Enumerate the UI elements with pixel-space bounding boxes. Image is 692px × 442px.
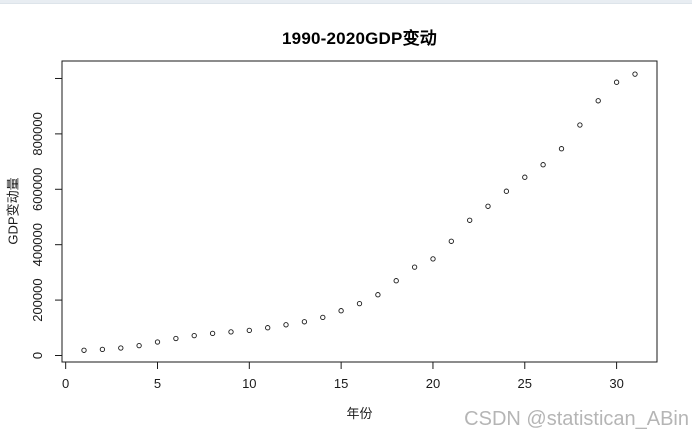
y-axis-label: GDP变动量 (5, 177, 21, 245)
data-point (485, 203, 491, 209)
data-point (265, 325, 271, 331)
data-point (577, 122, 583, 128)
data-point (118, 345, 124, 351)
data-point (595, 98, 601, 104)
x-axis-tick-label: 0 (62, 376, 69, 391)
window-top-strip (0, 0, 692, 4)
data-point (503, 188, 510, 194)
data-point (246, 327, 252, 334)
y-axis-tick-label: 200000 (30, 278, 45, 321)
data-point (173, 335, 179, 342)
y-axis-tick-label: 800000 (30, 112, 45, 155)
data-point (522, 174, 528, 180)
data-point (430, 256, 436, 262)
y-axis-tick-label: 600000 (30, 168, 45, 211)
chart-title: 1990-2020GDP变动 (282, 29, 437, 48)
data-point (320, 314, 326, 321)
data-point (99, 346, 106, 353)
x-axis-tick-label: 25 (518, 376, 532, 391)
x-axis-tick-label: 30 (609, 376, 623, 391)
x-axis-tick-label: 15 (334, 376, 348, 391)
x-axis-tick-label: 5 (154, 376, 161, 391)
data-point (393, 278, 399, 284)
data-point (411, 264, 418, 270)
y-axis-tick-label: 400000 (30, 223, 45, 266)
data-point (540, 162, 546, 168)
csdn-watermark: CSDN @statistican_ABin (464, 408, 689, 430)
y-axis-tick-label: 0 (30, 352, 45, 359)
x-axis-tick-label: 20 (426, 376, 440, 391)
data-point (375, 292, 381, 298)
data-point (154, 339, 161, 345)
data-point (558, 146, 565, 152)
data-point (136, 342, 142, 349)
data-point (301, 319, 308, 325)
x-axis-tick-label: 10 (242, 376, 256, 391)
data-point (191, 332, 197, 339)
data-point (613, 79, 620, 85)
data-point (467, 217, 473, 223)
data-point (283, 322, 289, 328)
data-point (632, 71, 638, 77)
data-point (81, 347, 87, 353)
data-point (356, 300, 363, 307)
x-axis-label: 年份 (346, 406, 373, 421)
data-point (448, 238, 454, 244)
data-point (338, 308, 344, 314)
data-point (228, 329, 234, 335)
plot-frame (61, 60, 658, 363)
data-point (209, 330, 216, 337)
